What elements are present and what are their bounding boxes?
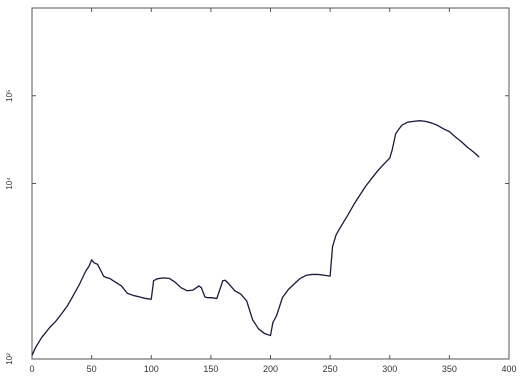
y-tick-label: 10⁵ bbox=[5, 90, 14, 102]
x-tick-label: 0 bbox=[29, 364, 34, 374]
x-tick-label: 400 bbox=[501, 364, 516, 374]
x-tick-label: 300 bbox=[382, 364, 397, 374]
x-tick-label: 250 bbox=[323, 364, 338, 374]
x-tick-label: 50 bbox=[87, 364, 97, 374]
y-tick-label: 10² bbox=[5, 353, 14, 365]
x-tick-label: 350 bbox=[442, 364, 457, 374]
x-tick-label: 150 bbox=[203, 364, 218, 374]
x-tick-label: 200 bbox=[263, 364, 278, 374]
x-tick-label: 100 bbox=[144, 364, 159, 374]
x-axis: 0 50 100 150 200 250 300 350 400 bbox=[29, 8, 517, 374]
plot-area bbox=[31, 7, 510, 360]
series-line bbox=[31, 120, 480, 356]
y-tick-label: 10⁴ bbox=[5, 177, 14, 190]
y-axis: 10² 10⁴ 10⁵ bbox=[5, 90, 509, 365]
